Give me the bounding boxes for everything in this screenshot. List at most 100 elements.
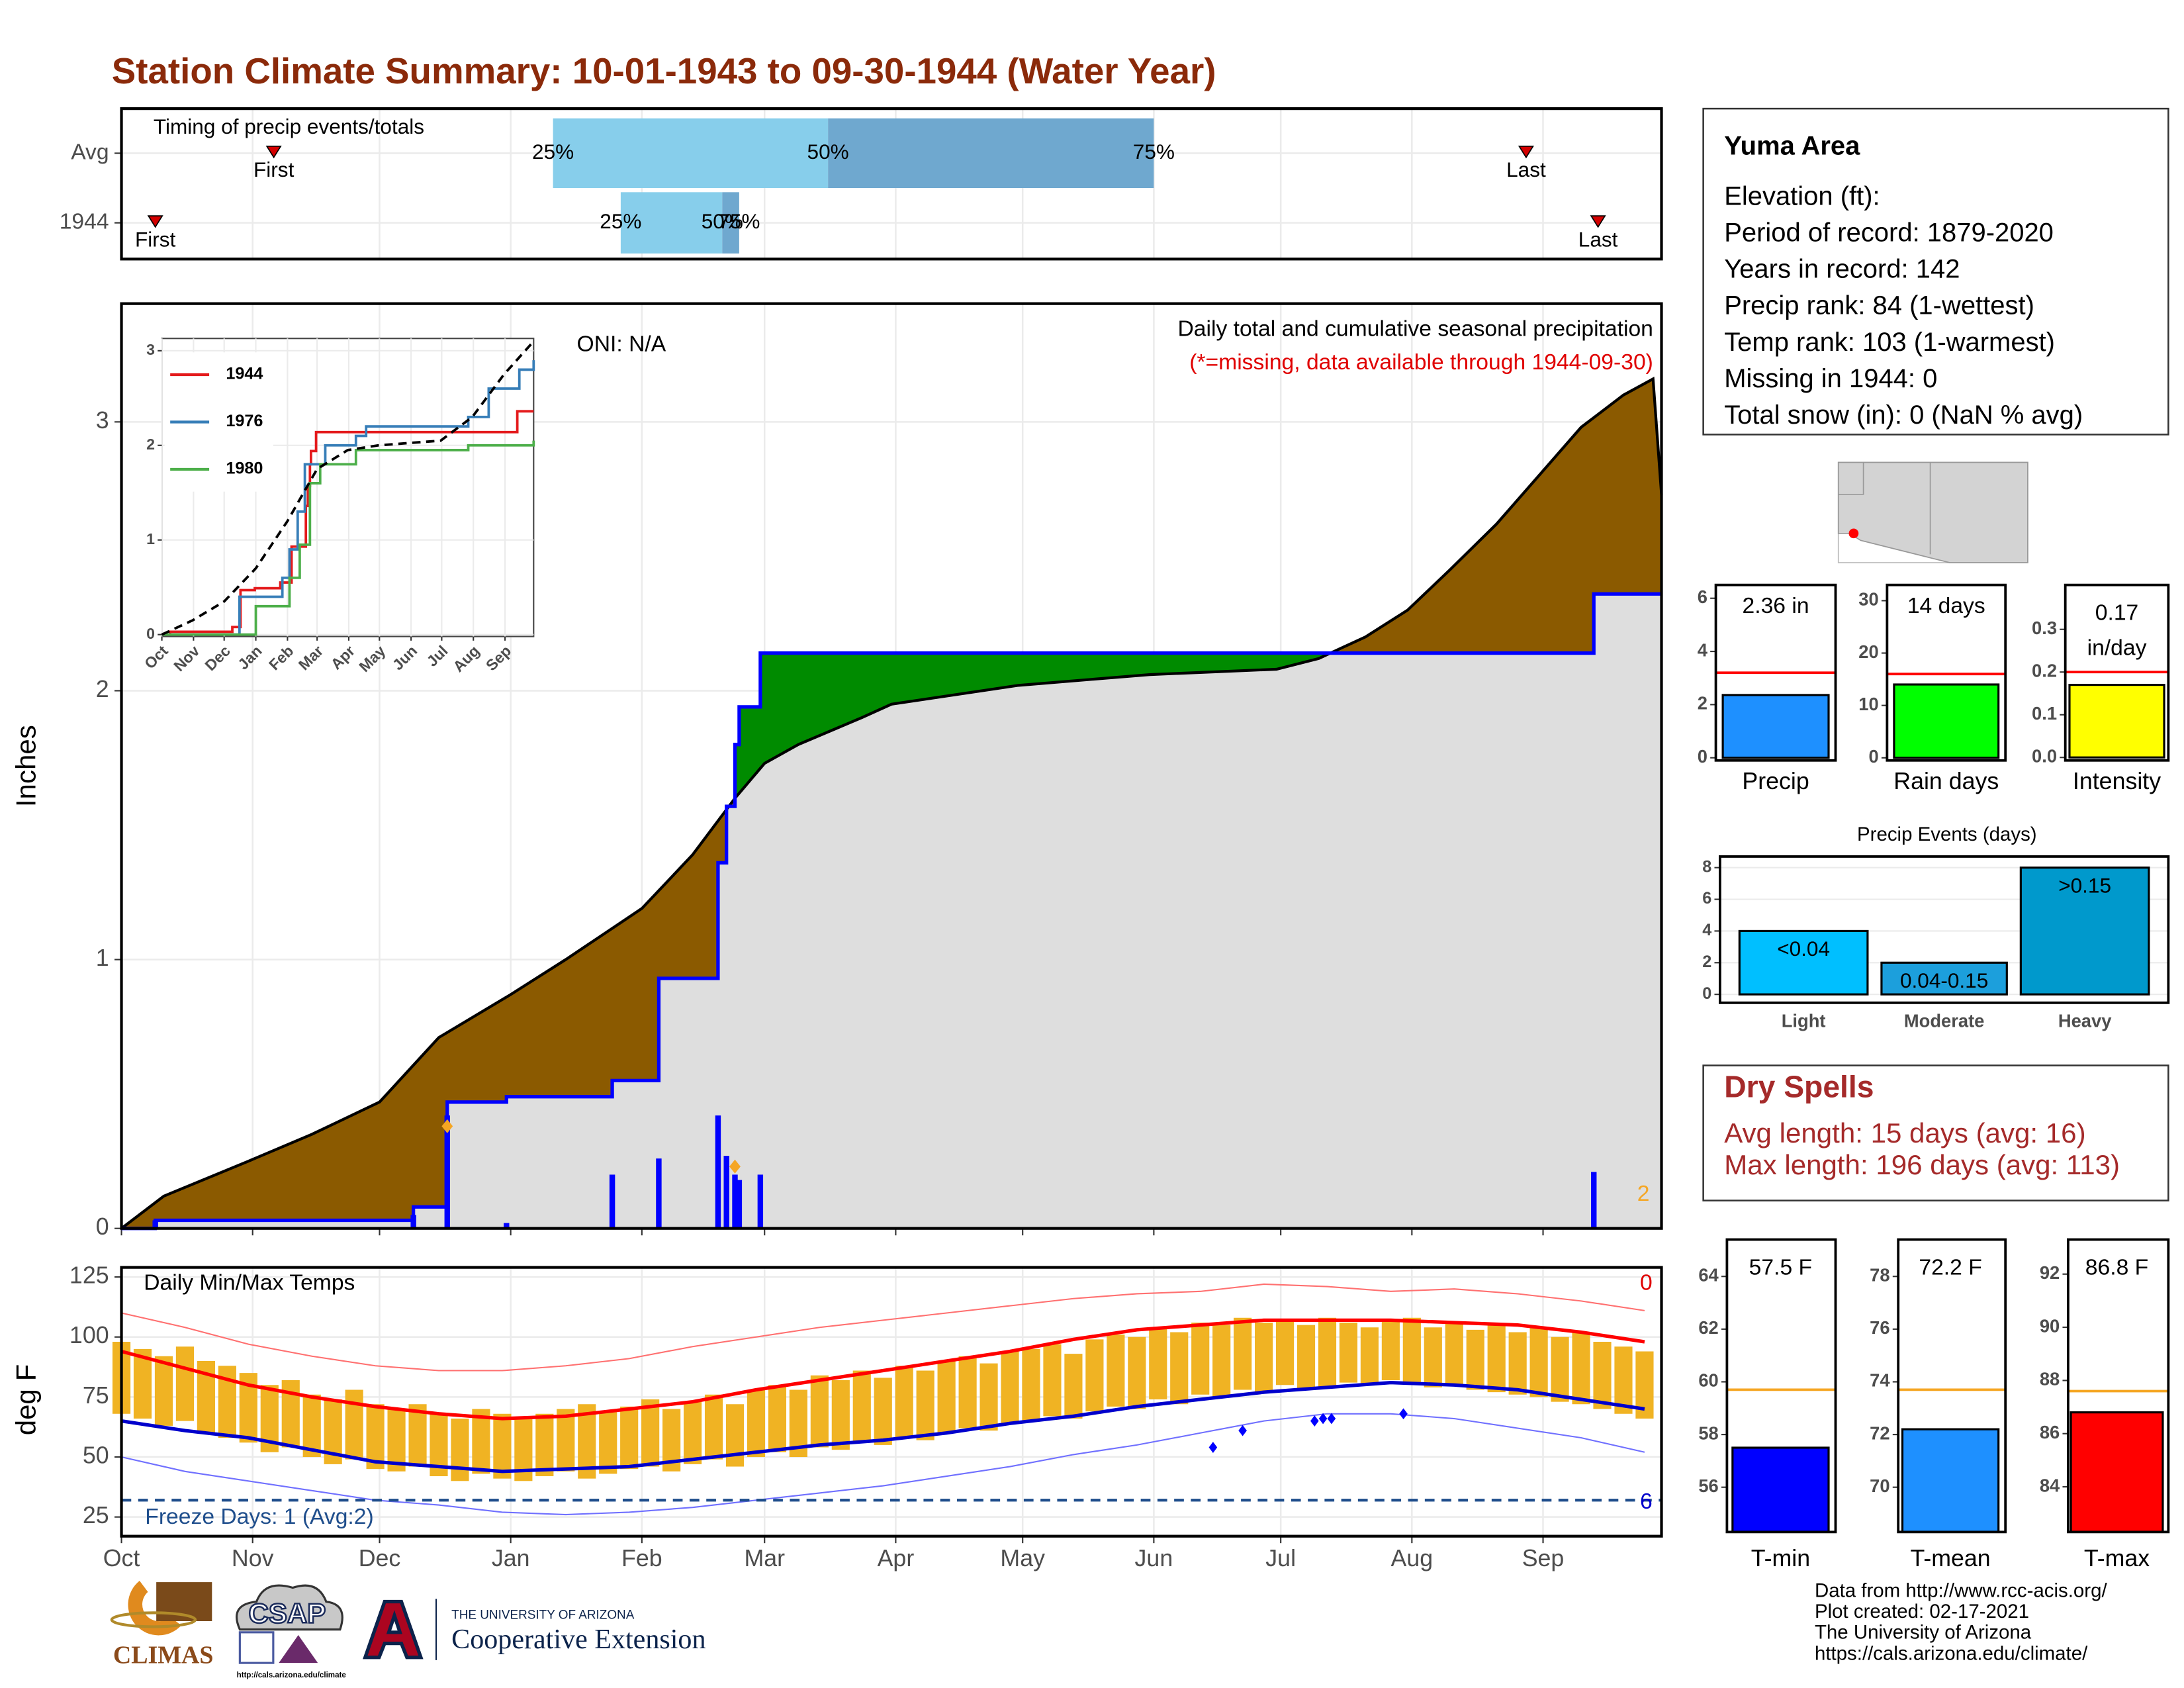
ua-big: Cooperative Extension <box>451 1624 705 1655</box>
footer-line: https://cals.arizona.edu/climate/ <box>1815 1642 2088 1664</box>
y-tick-label: 56 <box>1698 1476 1718 1496</box>
bin-label: 0.04-0.15 <box>1900 968 1988 992</box>
temp-range-bar <box>1022 1348 1040 1421</box>
info-line: Missing in 1944: 0 <box>1724 364 1937 393</box>
legend-label: 1944 <box>226 365 263 383</box>
temp-range-bar <box>133 1348 152 1419</box>
percent-label: 25% <box>532 140 574 164</box>
daily-precip-bar <box>1591 1172 1597 1229</box>
daily-precip-bar <box>444 1115 450 1229</box>
y-tick-label: 30 <box>1858 589 1878 610</box>
temp-range-bar <box>704 1394 723 1460</box>
y-tick-label: 88 <box>2040 1369 2060 1389</box>
panel-frame <box>1897 1238 2007 1534</box>
temp-range-bar <box>1043 1344 1062 1417</box>
temp-range-bar <box>1402 1317 1421 1383</box>
dry-spells-title: Dry Spells <box>1724 1070 1874 1104</box>
map-border <box>1838 462 1864 495</box>
temp-range-bar <box>1339 1322 1358 1383</box>
temp-range-bar <box>725 1404 745 1467</box>
x-tick-label: Jul <box>1265 1545 1296 1571</box>
temp-range-bar <box>1445 1322 1463 1385</box>
temp-title: Daily Min/Max Temps <box>144 1271 355 1295</box>
y-tick-label: 2 <box>146 436 155 453</box>
value-label: 72.2 F <box>1919 1256 1981 1280</box>
temp-range-bar <box>1255 1322 1273 1393</box>
y-tick-label: 62 <box>1698 1317 1718 1338</box>
csap-mark <box>279 1635 318 1664</box>
quartile-bar <box>620 192 723 254</box>
panel-frame <box>1714 583 1837 762</box>
record-low-marker <box>1399 1408 1408 1420</box>
inset-avg-line <box>161 340 535 636</box>
y-tick-label: 25 <box>83 1502 109 1528</box>
temp-range-bar <box>1149 1327 1167 1400</box>
temp-range-bar <box>895 1366 913 1438</box>
record-max-line <box>121 1283 1645 1372</box>
legend-label: 1976 <box>226 412 263 430</box>
event-marker <box>1590 215 1606 228</box>
subtitle: Daily total and cumulative seasonal prec… <box>1177 317 1653 342</box>
temp-range-bar <box>1128 1336 1146 1409</box>
normal-max-line <box>120 1318 1645 1421</box>
temp-range-bar <box>1107 1335 1125 1407</box>
freeze-label: Freeze Days: 1 (Avg:2) <box>145 1505 373 1529</box>
bar <box>2019 867 2150 996</box>
footer-line: Data from http://www.rcc-acis.org/ <box>1815 1580 2107 1602</box>
dry-spells-line: Max length: 196 days (avg: 113) <box>1724 1149 2120 1180</box>
temp-range-bar <box>387 1409 406 1472</box>
temp-range-bar <box>1064 1354 1083 1419</box>
oni-label: ONI: N/A <box>577 332 666 357</box>
y-tick-label: 2 <box>1702 953 1711 971</box>
csap-text: CSAP <box>248 1598 326 1629</box>
daily-precip-bar <box>732 1174 738 1229</box>
y-tick-label: 2 <box>96 676 109 702</box>
value-label: 2.36 in <box>1743 594 1809 618</box>
y-tick-label: 64 <box>1698 1264 1719 1285</box>
x-tick-label: Aug <box>1391 1545 1433 1571</box>
temp-range-bar <box>1191 1322 1210 1395</box>
y-tick-label: 6 <box>1698 586 1707 607</box>
temp-range-bar <box>852 1370 871 1443</box>
y-tick-label: 1 <box>146 530 155 547</box>
y-tick-label: 72 <box>1870 1423 1889 1443</box>
bar-title: Precip Events (days) <box>1857 823 2037 845</box>
temp-range-bar <box>641 1399 660 1467</box>
panel-frame <box>120 107 1663 261</box>
bar <box>2068 684 2165 759</box>
bar <box>2070 1411 2164 1533</box>
y-tick-label: 20 <box>1858 641 1878 662</box>
y-tick-label: 0 <box>1702 984 1711 1003</box>
panel-frame <box>2064 583 2170 762</box>
y-axis-title: deg F <box>11 1364 42 1436</box>
temp-range-bar <box>1085 1339 1104 1412</box>
bar <box>1893 683 2000 759</box>
quartile-bar <box>553 118 829 189</box>
y-tick-label: 86 <box>2040 1422 2060 1442</box>
x-tick-label: Light <box>1782 1011 1826 1031</box>
temp-range-bar <box>683 1401 702 1464</box>
x-tick-label: Sep <box>1522 1545 1565 1571</box>
y-tick-label: 70 <box>1870 1476 1889 1496</box>
y-tick-label: 50 <box>83 1442 109 1468</box>
info-line: Temp rank: 103 (1-warmest) <box>1724 328 2055 357</box>
x-tick-label: May <box>1000 1545 1045 1571</box>
temp-range-bar <box>1508 1332 1527 1395</box>
daily-precip-bar <box>152 1220 158 1229</box>
x-tick-label: Intensity <box>2073 768 2161 794</box>
panel-frame <box>1725 1238 1837 1534</box>
y-tick-label: 10 <box>1858 694 1878 714</box>
y-tick-label: 58 <box>1698 1423 1718 1443</box>
value-label: 86.8 F <box>2085 1256 2148 1280</box>
record-low-marker <box>1208 1442 1218 1453</box>
value-label: 57.5 F <box>1749 1256 1812 1280</box>
station-name: Yuma Area <box>1724 132 1860 161</box>
bar <box>1901 1428 2000 1533</box>
percent-label: 50% <box>702 209 743 233</box>
panel-frame <box>1718 855 2170 1004</box>
temp-range-bar <box>578 1404 596 1479</box>
temp-range-bar <box>831 1380 850 1450</box>
temp-range-bar <box>1551 1336 1569 1402</box>
map-region <box>1837 461 2028 563</box>
